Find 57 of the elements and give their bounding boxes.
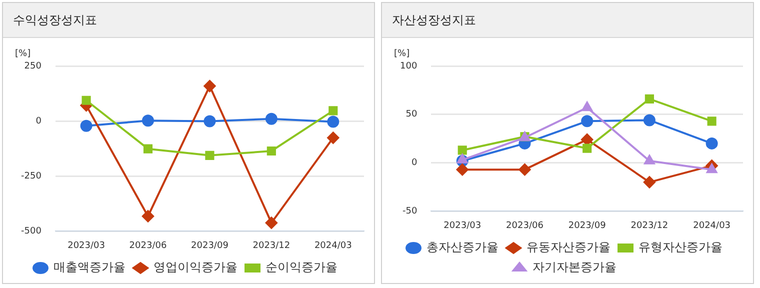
point [327, 132, 340, 144]
point [706, 137, 718, 150]
x-tick-label: 2023/12 [630, 220, 668, 231]
legend-label: 매출액증가율 [54, 260, 126, 274]
point [142, 210, 154, 222]
y-tick-label: 0 [36, 116, 42, 126]
x-tick-label: 2024/03 [314, 240, 352, 251]
point [204, 115, 216, 128]
legend-label: 총자산증가율 [426, 240, 498, 254]
y-axis-title: [%] [394, 49, 410, 59]
x-tick-label: 2023/03 [68, 240, 105, 251]
legend-label: 영업이익증가율 [154, 260, 238, 274]
y-tick-label: -50 [402, 206, 418, 217]
point [458, 146, 467, 155]
point [707, 116, 716, 126]
point [457, 154, 468, 164]
chart-title: 자산성장성지표 [382, 3, 753, 38]
point [266, 146, 276, 156]
y-axis-title: [%] [15, 49, 31, 59]
x-tick-label: 2023/03 [444, 220, 482, 231]
point [328, 106, 338, 116]
point [643, 114, 656, 126]
x-tick-label: 2023/12 [252, 240, 290, 251]
y-tick-label: 250 [24, 61, 42, 72]
y-tick-label: -500 [20, 226, 42, 237]
point [644, 94, 654, 104]
x-tick-label: 2023/09 [568, 220, 606, 231]
point [518, 164, 531, 176]
point [80, 120, 92, 132]
point [582, 144, 592, 153]
y-tick-label: 0 [411, 158, 418, 168]
point [82, 96, 91, 105]
legend-label: 유동자산증가율 [526, 240, 610, 254]
x-tick-label: 2023/09 [191, 240, 229, 251]
point [142, 114, 154, 127]
y-tick-label: 50 [406, 110, 418, 120]
legend-label: 순이익증가율 [266, 260, 338, 274]
x-tick-label: 2023/06 [129, 240, 167, 251]
x-tick-label: 2023/06 [506, 220, 544, 231]
y-tick-label: 100 [400, 61, 418, 72]
point [643, 176, 656, 188]
point [456, 164, 468, 176]
point [143, 144, 153, 154]
point [205, 150, 214, 160]
point [327, 116, 340, 128]
point [706, 164, 718, 174]
legend-label: 유형자산증가율 [638, 240, 722, 254]
point [582, 102, 592, 112]
point [265, 216, 278, 229]
y-tick-label: -250 [20, 171, 42, 182]
point [265, 112, 278, 125]
point [581, 115, 594, 128]
point [644, 154, 655, 164]
point [204, 80, 216, 92]
legend-label: 자기자본증가율 [532, 260, 616, 274]
chart-title: 수익성장성지표 [3, 3, 374, 38]
x-tick-label: 2024/03 [693, 220, 731, 231]
